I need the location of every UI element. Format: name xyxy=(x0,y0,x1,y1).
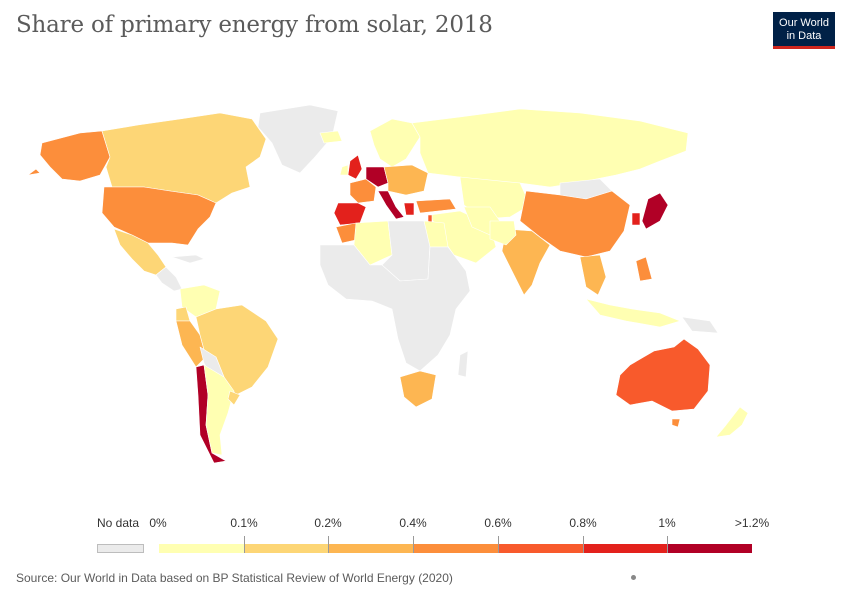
legend-divider-3 xyxy=(413,536,414,553)
country-australia[interactable] xyxy=(615,338,711,412)
legend-no-data-swatch[interactable] xyxy=(97,544,144,553)
country-indonesia[interactable] xyxy=(585,298,681,328)
country-iceland[interactable] xyxy=(319,130,343,144)
owid-logo[interactable]: Our World in Data xyxy=(773,12,835,49)
country-argentina[interactable] xyxy=(203,364,235,456)
legend-bin-6[interactable] xyxy=(667,544,752,553)
country-usa[interactable] xyxy=(101,186,217,246)
region-scandinavia[interactable] xyxy=(369,118,421,168)
logo-line-2: in Data xyxy=(786,30,822,42)
country-turkey[interactable] xyxy=(415,198,457,214)
legend-bin-2[interactable] xyxy=(328,544,413,553)
region-pakistan[interactable] xyxy=(489,220,517,246)
country-madagascar[interactable] xyxy=(457,350,469,378)
legend-tick-1: 0.1% xyxy=(230,516,258,530)
country-south-africa[interactable] xyxy=(399,370,437,408)
timeline-dot-icon[interactable] xyxy=(631,575,636,580)
region-sub-saharan-africa[interactable] xyxy=(319,244,471,372)
country-spain[interactable] xyxy=(333,202,367,226)
legend-divider-4 xyxy=(498,536,499,553)
legend-divider-5 xyxy=(583,536,584,553)
region-southeast-asia[interactable] xyxy=(579,254,607,296)
legend-no-data-label: No data xyxy=(97,516,140,530)
country-canada[interactable] xyxy=(101,112,267,204)
country-new-zealand[interactable] xyxy=(715,406,749,438)
country-india[interactable] xyxy=(501,228,551,296)
legend-tick-6: 1% xyxy=(658,516,676,530)
legend-tick-5: 0.8% xyxy=(569,516,597,530)
country-alaska[interactable] xyxy=(27,130,111,182)
country-uruguay[interactable] xyxy=(227,390,241,406)
legend-divider-1 xyxy=(244,536,245,553)
legend-bin-0[interactable] xyxy=(159,544,244,553)
country-italy[interactable] xyxy=(377,190,405,220)
country-japan[interactable] xyxy=(641,192,669,230)
country-uk[interactable] xyxy=(347,154,363,180)
region-central-america[interactable] xyxy=(155,254,205,292)
country-greenland[interactable] xyxy=(257,104,339,174)
country-russia[interactable] xyxy=(411,108,689,188)
logo-line-1: Our World xyxy=(779,17,829,29)
chart-title: Share of primary energy from solar, 2018 xyxy=(16,12,493,38)
country-algeria[interactable] xyxy=(353,220,393,266)
legend-bin-5[interactable] xyxy=(583,544,667,553)
legend-tick-3: 0.4% xyxy=(399,516,427,530)
country-greece[interactable] xyxy=(403,202,415,216)
legend-tick-0: 0% xyxy=(149,516,167,530)
world-map xyxy=(27,104,749,464)
legend-bin-4[interactable] xyxy=(498,544,583,553)
legend-divider-6 xyxy=(667,536,668,553)
legend-tick-4: 0.6% xyxy=(484,516,512,530)
country-south-korea[interactable] xyxy=(631,212,641,226)
country-ireland[interactable] xyxy=(339,164,349,176)
legend-tick-7: >1.2% xyxy=(734,516,770,530)
legend-tick-2: 0.2% xyxy=(314,516,342,530)
country-philippines[interactable] xyxy=(635,256,653,282)
country-papua-new-guinea[interactable] xyxy=(681,316,719,334)
legend-bin-3[interactable] xyxy=(413,544,498,553)
legend-divider-2 xyxy=(328,536,329,553)
region-eastern-europe[interactable] xyxy=(383,164,429,196)
source-note: Source: Our World in Data based on BP St… xyxy=(16,571,453,585)
country-germany[interactable] xyxy=(365,166,389,188)
legend-bin-1[interactable] xyxy=(244,544,328,553)
country-tasmania[interactable] xyxy=(671,418,681,428)
